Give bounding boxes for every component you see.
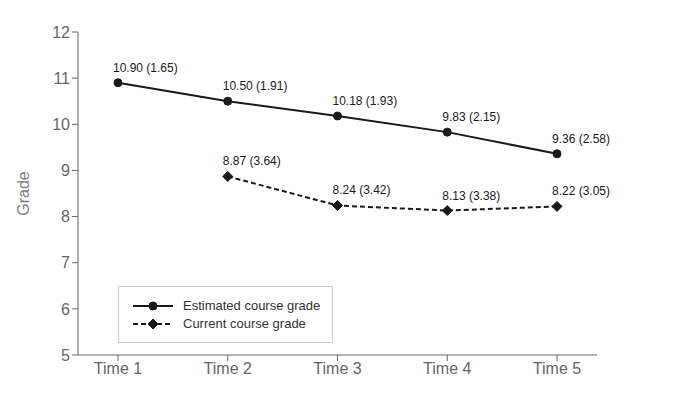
- svg-text:10.18 (1.93): 10.18 (1.93): [333, 94, 398, 108]
- svg-text:11: 11: [53, 70, 70, 87]
- svg-text:9.83 (2.15): 9.83 (2.15): [442, 110, 500, 124]
- svg-text:Time 1: Time 1: [94, 360, 142, 377]
- svg-text:5: 5: [61, 347, 70, 364]
- svg-text:9: 9: [61, 162, 70, 179]
- svg-text:10.50 (1.91): 10.50 (1.91): [223, 79, 288, 93]
- svg-text:8.22 (3.05): 8.22 (3.05): [552, 184, 610, 198]
- svg-text:10: 10: [52, 116, 70, 133]
- svg-text:8: 8: [61, 208, 70, 225]
- svg-text:7: 7: [61, 254, 70, 271]
- svg-text:6: 6: [61, 301, 70, 318]
- svg-text:Time 4: Time 4: [423, 360, 471, 377]
- html-text:Estimated course grade: Estimated course grade: [183, 298, 321, 313]
- svg-text:Time 3: Time 3: [313, 360, 361, 377]
- svg-text:10.90 (1.65): 10.90 (1.65): [113, 61, 178, 75]
- svg-text:12: 12: [52, 24, 70, 41]
- svg-text:Time 5: Time 5: [533, 360, 581, 377]
- svg-text:9.36 (2.58): 9.36 (2.58): [552, 132, 610, 146]
- svg-text:8.13 (3.38): 8.13 (3.38): [442, 189, 500, 203]
- svg-text:Grade: Grade: [15, 171, 32, 216]
- svg-text:Time 2: Time 2: [204, 360, 252, 377]
- html-text:Current course grade: Current course grade: [183, 316, 306, 331]
- svg-text:8.87 (3.64): 8.87 (3.64): [223, 154, 281, 168]
- svg-text:8.24 (3.42): 8.24 (3.42): [333, 183, 391, 197]
